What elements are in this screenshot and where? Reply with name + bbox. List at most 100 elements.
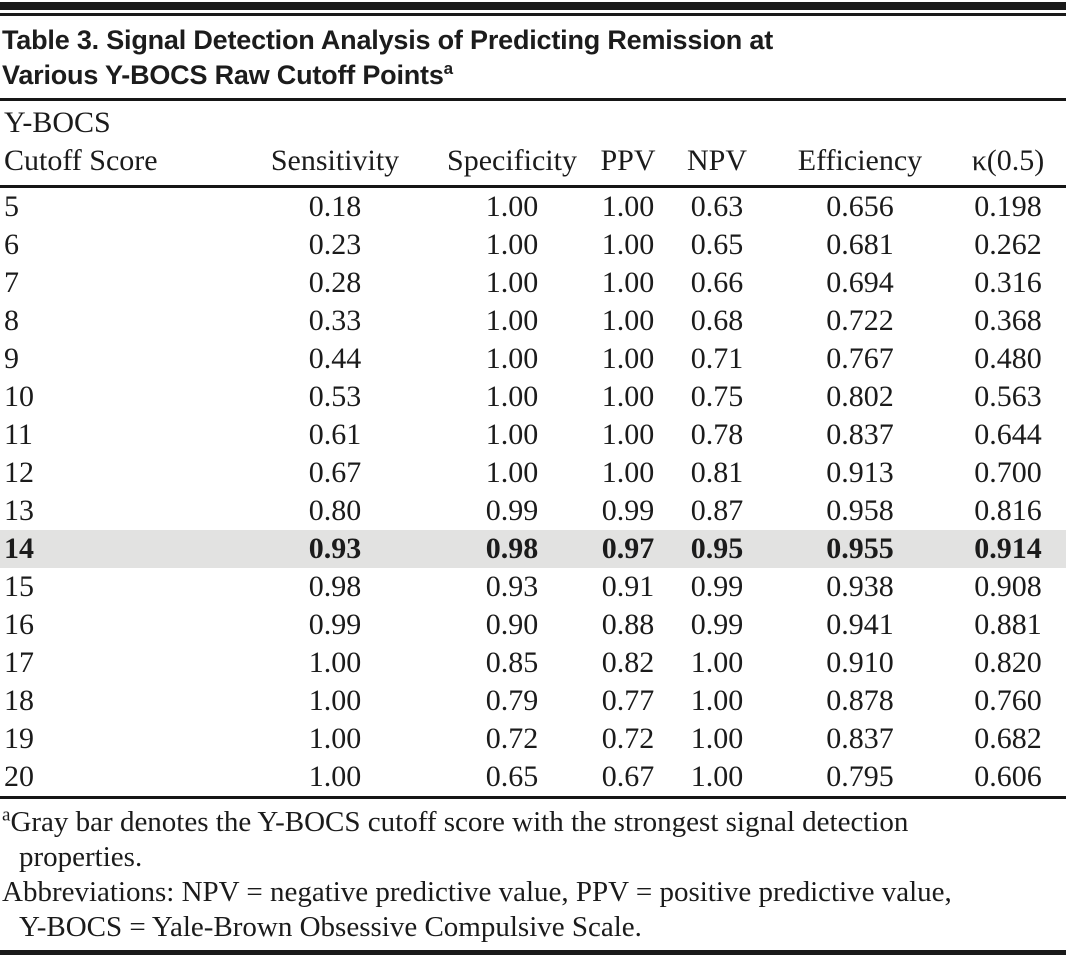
specificity-cell: 1.00 [485,304,539,337]
cutoff-score-cell: 18 [4,684,34,717]
npv-cell: 1.00 [690,684,744,717]
sensitivity-cell: 1.00 [308,760,362,793]
specificity-cell: 1.00 [485,418,539,451]
ppv-cell: 0.97 [601,532,655,565]
kappa-cell: 0.820 [974,646,1042,679]
sensitivity-cell: 0.18 [308,190,362,223]
footnote-a-text-line1: Gray bar denotes the Y-BOCS cutoff score… [10,806,909,838]
sensitivity-cell: 1.00 [308,722,362,755]
kappa-cell: 0.700 [974,456,1042,489]
ppv-cell: 1.00 [601,228,655,261]
table-row: 17 1.00 0.85 0.82 1.00 0.910 0.820 [0,644,1066,682]
cutoff-score-cell: 9 [4,342,19,375]
npv-cell: 0.68 [690,304,744,337]
footnote-a-marker: a [2,804,11,826]
footnote-a: aGray bar denotes the Y-BOCS cutoff scor… [0,805,1066,840]
ppv-cell: 0.99 [601,494,655,527]
npv-cell: 0.81 [690,456,744,489]
efficiency-cell: 0.681 [826,228,894,261]
ppv-cell: 1.00 [601,418,655,451]
table-row: 18 1.00 0.79 0.77 1.00 0.878 0.760 [0,682,1066,720]
npv-cell: 0.71 [690,342,744,375]
efficiency-cell: 0.910 [826,646,894,679]
kappa-cell: 0.816 [974,494,1042,527]
efficiency-cell: 0.958 [826,494,894,527]
cutoff-score-cell: 10 [4,380,34,413]
sensitivity-cell: 0.53 [308,380,362,413]
table-title-line2: Various Y-BOCS Raw Cutoff Points [2,60,444,90]
ppv-cell: 1.00 [601,456,655,489]
column-header-kappa: κ(0.5) [950,99,1066,188]
kappa-cell: 0.914 [974,532,1042,565]
table-title-line1: Table 3. Signal Detection Analysis of Pr… [2,25,773,55]
efficiency-cell: 0.837 [826,418,894,451]
efficiency-cell: 0.955 [826,532,894,565]
sensitivity-cell: 0.98 [308,570,362,603]
sensitivity-cell: 1.00 [308,684,362,717]
cutoff-score-cell: 15 [4,570,34,603]
table-body: 5 0.18 1.00 1.00 0.63 0.656 0.198 6 0.23… [0,187,1066,798]
ppv-cell: 1.00 [601,342,655,375]
specificity-cell: 1.00 [485,380,539,413]
signal-detection-table: Y-BOCS Cutoff Score Sensitivity Specific… [0,98,1066,799]
ppv-cell: 0.91 [601,570,655,603]
kappa-cell: 0.644 [974,418,1042,451]
npv-cell: 0.99 [690,608,744,641]
cutoff-score-cell: 17 [4,646,34,679]
table-title-footnote-marker: a [443,59,453,78]
table-row: 14 0.93 0.98 0.97 0.95 0.955 0.914 [0,530,1066,568]
sensitivity-cell: 0.23 [308,228,362,261]
sensitivity-cell: 0.67 [308,456,362,489]
table-row: 5 0.18 1.00 1.00 0.63 0.656 0.198 [0,187,1066,227]
efficiency-cell: 0.722 [826,304,894,337]
table-header: Y-BOCS Cutoff Score Sensitivity Specific… [0,99,1066,188]
cutoff-score-cell: 5 [4,190,19,223]
top-thin-rule [0,13,1066,16]
table-row: 19 1.00 0.72 0.72 1.00 0.837 0.682 [0,720,1066,758]
table-title: Table 3. Signal Detection Analysis of Pr… [0,16,1066,98]
specificity-cell: 0.99 [485,494,539,527]
npv-cell: 0.99 [690,570,744,603]
npv-cell: 0.75 [690,380,744,413]
cutoff-score-cell: 8 [4,304,19,337]
kappa-cell: 0.316 [974,266,1042,299]
footnote-abbreviations-line2: Y-BOCS = Yale-Brown Obsessive Compulsive… [19,911,642,943]
npv-cell: 0.87 [690,494,744,527]
kappa-cell: 0.262 [974,228,1042,261]
ppv-cell: 0.82 [601,646,655,679]
npv-cell: 0.65 [690,228,744,261]
efficiency-cell: 0.802 [826,380,894,413]
table-row: 11 0.61 1.00 1.00 0.78 0.837 0.644 [0,416,1066,454]
specificity-cell: 1.00 [485,456,539,489]
kappa-cell: 0.682 [974,722,1042,755]
sensitivity-cell: 0.61 [308,418,362,451]
column-header-specificity: Specificity [432,99,592,188]
sensitivity-cell: 0.93 [308,532,362,565]
ppv-cell: 0.88 [601,608,655,641]
table-row: 16 0.99 0.90 0.88 0.99 0.941 0.881 [0,606,1066,644]
ppv-cell: 1.00 [601,190,655,223]
specificity-cell: 0.72 [485,722,539,755]
kappa-cell: 0.480 [974,342,1042,375]
kappa-cell: 0.760 [974,684,1042,717]
cutoff-score-cell: 6 [4,228,19,261]
efficiency-cell: 0.941 [826,608,894,641]
kappa-cell: 0.881 [974,608,1042,641]
table-row: 13 0.80 0.99 0.99 0.87 0.958 0.816 [0,492,1066,530]
specificity-cell: 0.85 [485,646,539,679]
npv-cell: 0.66 [690,266,744,299]
cutoff-score-cell: 20 [4,760,34,793]
specificity-cell: 0.98 [485,532,539,565]
specificity-cell: 0.90 [485,608,539,641]
efficiency-cell: 0.837 [826,722,894,755]
ppv-cell: 1.00 [601,380,655,413]
kappa-cell: 0.606 [974,760,1042,793]
kappa-cell: 0.908 [974,570,1042,603]
header-cutoff-line2: Cutoff Score [4,144,158,177]
cutoff-score-cell: 14 [4,532,34,565]
cutoff-score-cell: 12 [4,456,34,489]
efficiency-cell: 0.913 [826,456,894,489]
cutoff-score-cell: 7 [4,266,19,299]
cutoff-score-cell: 16 [4,608,34,641]
efficiency-cell: 0.878 [826,684,894,717]
